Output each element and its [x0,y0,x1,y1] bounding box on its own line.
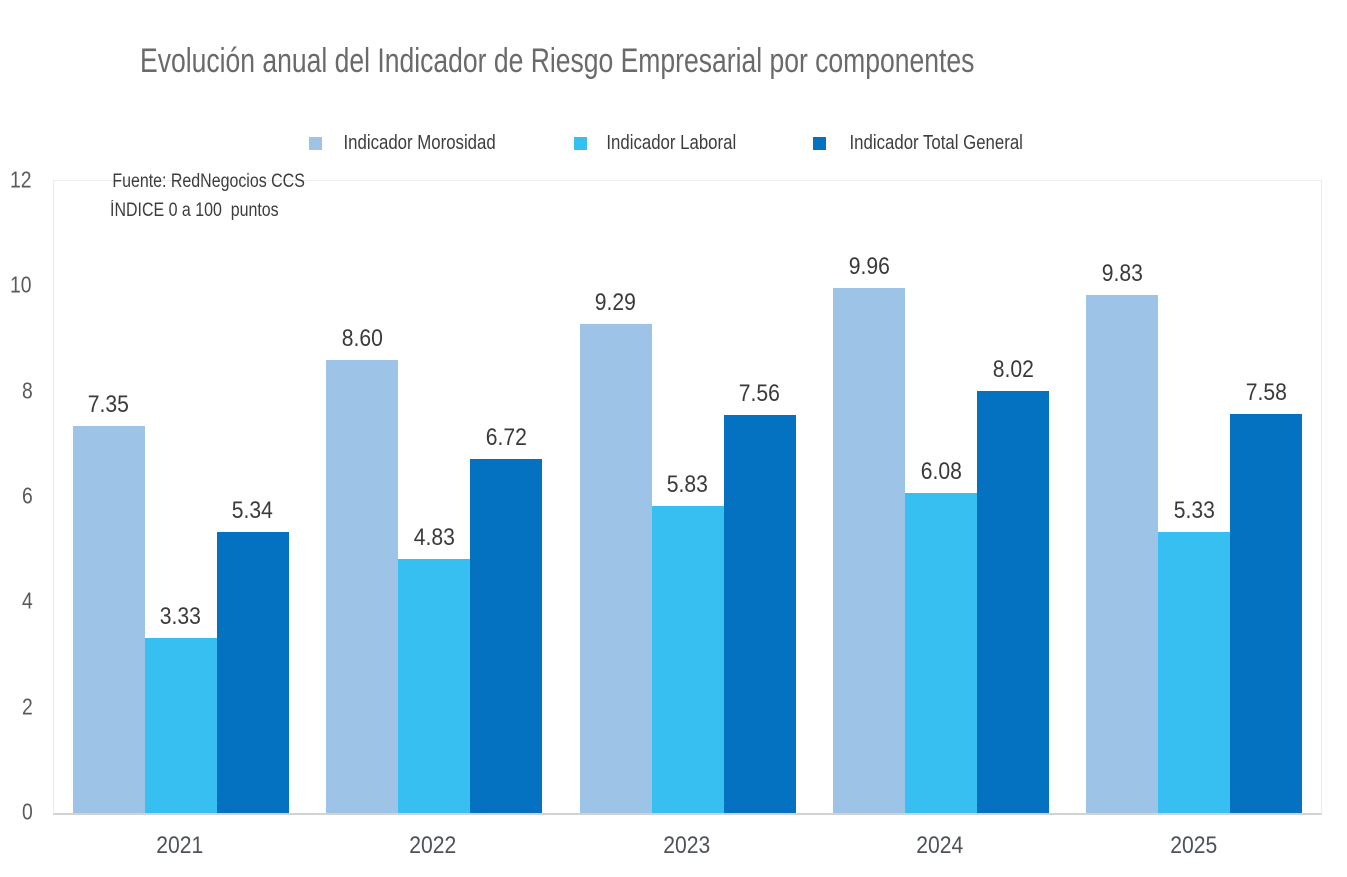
bar-value-label-indicador-total-general-2022: 6.72 [485,424,527,452]
bar-value-label-indicador-laboral-2021: 3.33 [160,602,202,630]
bar-group-2022: 8.60 4.83 6.72 [307,181,560,813]
legend-item-morosidad: Indicador Morosidad [308,132,510,155]
legend: Indicador Morosidad Indicador Laboral In… [9,132,1339,155]
bar-indicador-morosidad-2023: 9.29 [579,290,652,813]
legend-swatch-total-general [812,137,826,150]
bar-indicador-total-general-2021: 5.34 [216,498,289,813]
bar-indicador-laboral-2025: 5.33 [1158,499,1231,813]
bar-value-label-indicador-morosidad-2023: 9.29 [594,288,637,316]
bar-value-label-indicador-morosidad-2025: 9.83 [1101,260,1143,288]
bar-indicador-laboral-2022: 4.83 [398,525,471,813]
bar-value-label-indicador-laboral-2024: 6.08 [920,457,962,485]
bar-value-label-indicador-total-general-2021: 5.34 [232,496,274,524]
legend-label-morosidad: Indicador Morosidad [343,132,496,154]
bar-indicador-laboral-2023: 5.83 [651,472,724,813]
y-tick-label-8: 8 [22,377,33,404]
y-tick-label-2: 2 [22,693,33,720]
source-note-line-1: Fuente: RedNegocios CCS [112,171,305,192]
plot-area: Fuente: RedNegocios CCS ÍNDICE 0 a 100 p… [53,171,1322,815]
x-axis: 2021 2022 2023 2024 2025 [53,832,1320,860]
bar-indicador-total-general-2025: 7.58 [1230,380,1303,813]
bar-value-label-indicador-total-general-2023: 7.56 [738,379,781,407]
bar-indicador-total-general-2024: 8.02 [976,357,1049,813]
chart-title: Evolución anual del Indicador de Riesgo … [140,42,1210,81]
legend-item-total-general: Indicador Total General [812,132,1039,155]
source-note-line-2: ÍNDICE 0 a 100 puntos [110,200,279,221]
legend-item-laboral: Indicador Laboral [574,132,749,155]
bar-value-label-indicador-laboral-2022: 4.83 [413,523,455,551]
y-tick-label-0: 0 [22,798,33,825]
bar-indicador-morosidad-2025: 9.83 [1086,262,1159,813]
x-tick-label-2025: 2025 [1169,832,1217,859]
chart-title-text: Evolución anual del Indicador de Riesgo … [140,42,975,80]
y-tick-label-10: 10 [10,271,32,298]
source-note: Fuente: RedNegocios CCS ÍNDICE 0 a 100 p… [94,167,323,225]
legend-swatch-laboral [574,137,588,150]
bar-value-label-indicador-total-general-2025: 7.58 [1245,378,1287,406]
bar-indicador-morosidad-2021: 7.35 [72,392,145,813]
bar-value-label-indicador-total-general-2024: 8.02 [992,355,1034,383]
bar-indicador-morosidad-2024: 9.96 [832,255,905,813]
bar-value-label-indicador-laboral-2025: 5.33 [1173,497,1215,525]
bar-indicador-total-general-2022: 6.72 [470,426,543,813]
bar-indicador-total-general-2023: 7.56 [723,381,796,813]
legend-label-laboral: Indicador Laboral [606,132,737,154]
x-tick-label-2024: 2024 [916,832,964,859]
bar-group-2024: 9.96 6.08 8.02 [814,181,1067,813]
bar-indicador-laboral-2024: 6.08 [904,459,977,813]
bar-indicador-morosidad-2022: 8.60 [326,327,399,813]
legend-label-total-general: Indicador Total General [849,132,1023,154]
x-tick-label-2021: 2021 [156,832,204,859]
legend-swatch-morosidad [308,137,322,150]
x-tick-label-2023: 2023 [663,832,710,859]
bar-group-2021: 7.35 3.33 5.34 [54,181,307,813]
x-tick-label-2022: 2022 [409,832,457,859]
y-tick-label-4: 4 [22,587,33,614]
bar-group-2025: 9.83 5.33 7.58 [1068,181,1321,813]
y-axis: 0 2 4 6 8 10 12 [0,168,40,823]
bar-value-label-indicador-morosidad-2024: 9.96 [848,253,890,281]
bar-value-label-indicador-morosidad-2021: 7.35 [88,390,130,418]
bar-value-label-indicador-morosidad-2022: 8.60 [341,325,383,353]
bar-indicador-laboral-2021: 3.33 [144,604,217,813]
bar-group-2023: 9.29 5.83 7.56 [561,181,814,813]
bar-value-label-indicador-laboral-2023: 5.83 [666,470,709,498]
y-tick-label-12: 12 [10,166,32,193]
y-tick-label-6: 6 [22,482,33,509]
